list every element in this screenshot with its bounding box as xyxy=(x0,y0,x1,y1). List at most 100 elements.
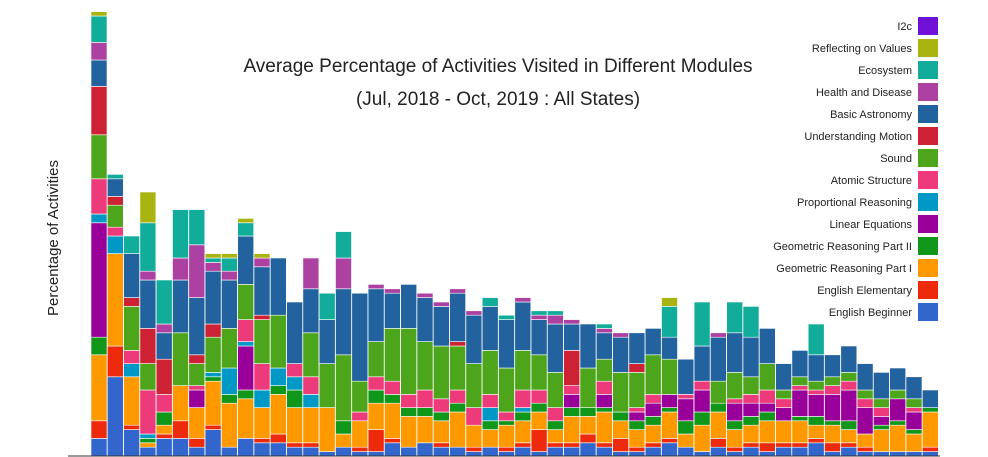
bar-segment-30-linear-equations[interactable] xyxy=(563,394,581,408)
bar-segment-47-basic-astronomy[interactable] xyxy=(840,345,858,373)
bar-segment-44-english-elementary[interactable] xyxy=(791,442,809,448)
bar-segment-18-geometric-reasoning-part-i[interactable] xyxy=(367,402,385,430)
bar-segment-16-sound[interactable] xyxy=(335,354,352,422)
bar-segment-2-sound[interactable] xyxy=(107,204,124,228)
bar-segment-25-english-beginner[interactable] xyxy=(481,446,499,457)
bar-segment-16-health-and-disease[interactable] xyxy=(335,257,352,290)
bar-segment-24-geometric-reasoning-part-i[interactable] xyxy=(465,424,483,448)
legend-item-understanding-motion[interactable]: Understanding Motion xyxy=(804,127,938,145)
legend[interactable]: I2c Reflecting on Values Ecosystem Health a… xyxy=(773,17,938,321)
bar-segment-39-english-beginner[interactable] xyxy=(710,446,727,457)
bar-segment-18-geometric-reasoning-part-ii[interactable] xyxy=(367,389,385,404)
bar-segment-3-atomic-structure[interactable] xyxy=(123,350,140,364)
bar-segment-46-english-elementary[interactable] xyxy=(824,442,841,452)
bar-segment-36-ecosystem[interactable] xyxy=(661,306,678,338)
bar-segment-50-geometric-reasoning-part-i[interactable] xyxy=(889,424,907,452)
bar-segment-12-geometric-reasoning-part-i[interactable] xyxy=(269,394,287,435)
bar-segment-3-understanding-motion[interactable] xyxy=(123,297,140,307)
bar-segment-12-sound[interactable] xyxy=(269,314,287,369)
bar-segment-22-atomic-structure[interactable] xyxy=(432,398,450,413)
legend-item-i2c[interactable]: I2c xyxy=(897,17,938,35)
bar-segment-12-proportional-reasoning[interactable] xyxy=(269,367,287,386)
bar-segment-1-linear-equations[interactable] xyxy=(90,222,108,338)
bar-segment-26-english-elementary[interactable] xyxy=(498,446,515,452)
bar-segment-11-english-beginner[interactable] xyxy=(253,442,271,457)
bar-segment-10-ecosystem[interactable] xyxy=(237,222,254,237)
bar-segment-6-health-and-disease[interactable] xyxy=(172,257,189,281)
bar-segment-33-geometric-reasoning-part-i[interactable] xyxy=(612,420,629,439)
bar-segment-14-geometric-reasoning-part-i[interactable] xyxy=(302,407,320,444)
bar-segment-8-health-and-disease[interactable] xyxy=(204,262,222,272)
bar-segment-51-linear-equations[interactable] xyxy=(905,411,923,430)
bar-segment-23-english-beginner[interactable] xyxy=(449,446,466,457)
bar-segment-49-basic-astronomy[interactable] xyxy=(873,372,890,400)
bar-segment-19-atomic-structure[interactable] xyxy=(384,380,401,395)
bar-segment-42-english-beginner[interactable] xyxy=(758,451,776,457)
bar-segment-18-english-beginner[interactable] xyxy=(367,451,385,457)
bar-segment-7-english-elementary[interactable] xyxy=(188,438,206,448)
bar-segment-17-english-elementary[interactable] xyxy=(351,446,369,452)
bar-segment-8-basic-astronomy[interactable] xyxy=(204,270,222,325)
bar-segment-5-geometric-reasoning-part-ii[interactable] xyxy=(155,411,173,426)
legend-item-proportional-reasoning[interactable]: Proportional Reasoning xyxy=(797,193,938,211)
bar-segment-3-proportional-reasoning[interactable] xyxy=(123,363,140,378)
legend-item-atomic-structure[interactable]: Atomic Structure xyxy=(831,171,938,189)
bar-segment-1-english-beginner[interactable] xyxy=(90,438,108,457)
bar-segment-26-geometric-reasoning-part-ii[interactable] xyxy=(498,420,515,426)
bar-segment-51-english-beginner[interactable] xyxy=(905,451,923,457)
bar-segment-28-english-beginner[interactable] xyxy=(530,451,548,457)
bar-segment-29-sound[interactable] xyxy=(547,372,564,408)
bar-segment-9-proportional-reasoning[interactable] xyxy=(221,367,238,395)
bar-segment-45-english-beginner[interactable] xyxy=(807,442,825,457)
bar-segment-6-english-beginner[interactable] xyxy=(172,438,189,457)
bar-segment-6-geometric-reasoning-part-i[interactable] xyxy=(172,385,189,422)
bar-segment-34-understanding-motion[interactable] xyxy=(628,363,646,373)
bar-segment-25-geometric-reasoning-part-ii[interactable] xyxy=(481,420,499,430)
bar-segment-13-basic-astronomy[interactable] xyxy=(286,301,303,364)
bar-segment-25-proportional-reasoning[interactable] xyxy=(481,407,499,422)
bar-segment-32-sound[interactable] xyxy=(595,358,613,382)
bar-segment-3-sound[interactable] xyxy=(123,306,140,351)
bar-segment-1-sound[interactable] xyxy=(90,134,108,180)
bar-segment-49-sound[interactable] xyxy=(873,398,890,408)
bar-segment-26-ecosystem[interactable] xyxy=(498,314,515,320)
bar-segment-25-ecosystem[interactable] xyxy=(481,297,499,307)
bar-segment-9-geometric-reasoning-part-ii[interactable] xyxy=(221,394,238,404)
bar-segment-30-atomic-structure[interactable] xyxy=(563,385,581,395)
bar-segment-7-atomic-structure[interactable] xyxy=(188,385,206,391)
bar-segment-34-linear-equations[interactable] xyxy=(628,411,646,422)
legend-item-sound[interactable]: Sound xyxy=(880,149,938,167)
bar-segment-16-geometric-reasoning-part-ii[interactable] xyxy=(335,420,352,435)
bar-segment-36-english-elementary[interactable] xyxy=(661,438,678,444)
bar-segment-10-geometric-reasoning-part-ii[interactable] xyxy=(237,389,254,400)
bar-segment-49-linear-equations[interactable] xyxy=(873,416,890,426)
bar-segment-45-atomic-structure[interactable] xyxy=(807,389,825,395)
bar-segment-32-atomic-structure[interactable] xyxy=(595,380,613,395)
bar-segment-4-reflecting-on-values[interactable] xyxy=(139,191,157,224)
bar-segment-17-atomic-structure[interactable] xyxy=(351,411,369,422)
bar-segment-44-basic-astronomy[interactable] xyxy=(791,350,809,378)
bar-segment-39-basic-astronomy[interactable] xyxy=(710,336,727,382)
bar-segment-46-atomic-structure[interactable] xyxy=(824,385,841,395)
bar-segment-2-geometric-reasoning-part-i[interactable] xyxy=(107,253,124,347)
bar-segment-16-ecosystem[interactable] xyxy=(335,231,352,259)
bar-segment-47-geometric-reasoning-part-i[interactable] xyxy=(840,429,858,444)
bar-segment-27-english-beginner[interactable] xyxy=(514,446,532,457)
bar-segment-2-understanding-motion[interactable] xyxy=(107,196,124,206)
bar-segment-22-geometric-reasoning-part-ii[interactable] xyxy=(432,411,450,422)
bar-segment-30-basic-astronomy[interactable] xyxy=(563,323,581,351)
bar-segment-2-english-elementary[interactable] xyxy=(107,345,124,378)
bar-segment-23-geometric-reasoning-part-i[interactable] xyxy=(449,411,466,448)
bar-segment-50-linear-equations[interactable] xyxy=(889,398,907,422)
bar-segment-47-sound[interactable] xyxy=(840,372,858,382)
bar-segment-34-geometric-reasoning-part-ii[interactable] xyxy=(628,420,646,430)
bar-segment-8-english-beginner[interactable] xyxy=(204,429,222,457)
bar-segment-21-health-and-disease[interactable] xyxy=(416,292,434,298)
bar-segment-47-english-elementary[interactable] xyxy=(840,442,858,448)
legend-item-ecosystem[interactable]: Ecosystem xyxy=(858,61,938,79)
bar-segment-51-basic-astronomy[interactable] xyxy=(905,376,923,400)
bar-segment-37-geometric-reasoning-part-i[interactable] xyxy=(677,433,695,448)
bar-segment-39-english-elementary[interactable] xyxy=(710,438,727,448)
bar-segment-33-basic-astronomy[interactable] xyxy=(612,336,629,373)
bar-segment-19-sound[interactable] xyxy=(384,328,401,382)
